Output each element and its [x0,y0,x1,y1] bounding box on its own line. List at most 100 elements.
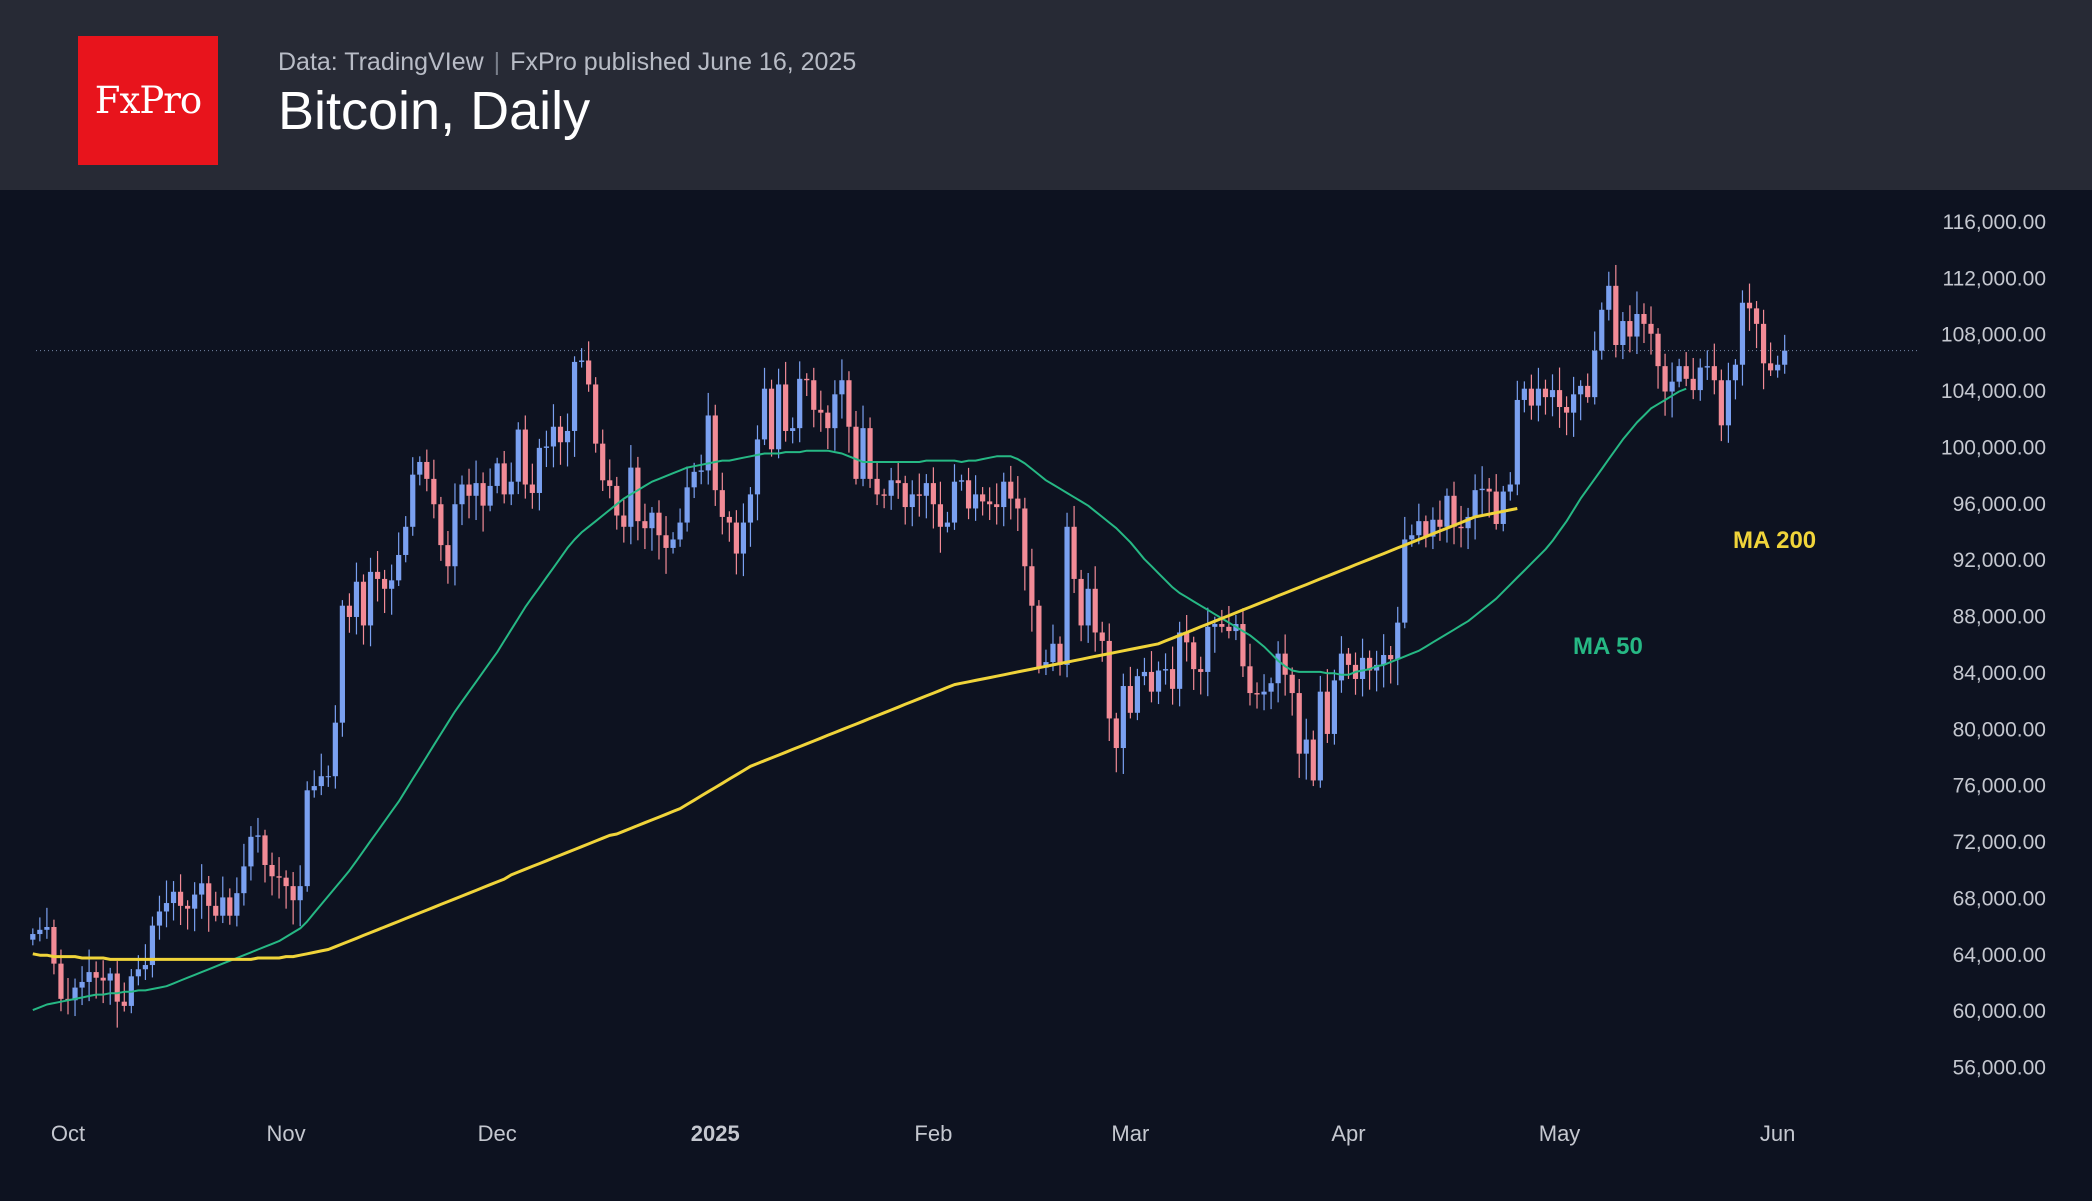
candle-body [487,485,493,506]
candle-body [691,471,697,488]
candle-body [1655,333,1661,367]
candle-body [804,378,810,381]
candle-body [1430,519,1436,537]
candle-body [1162,669,1169,671]
candle-body [536,447,542,493]
candle-body [1732,364,1739,381]
candle-body [916,494,922,496]
candle-body [578,360,585,362]
candle-body [1437,519,1443,527]
candle-body [1768,363,1774,371]
published-text: FxPro published June 16, 2025 [510,48,857,76]
candle-body [1198,669,1204,672]
candle-body [1739,302,1746,365]
candle-body [994,504,1000,508]
candle-body [410,474,416,527]
candle-body [1071,526,1077,579]
candle-body [1036,605,1042,668]
candle-body [1606,285,1612,310]
candle-body [987,501,993,505]
price-axis-label: 108,000.00 [1941,324,2046,347]
candle-body [1120,686,1126,749]
candle-body [494,463,500,486]
candle-body [543,446,550,448]
candle-body [192,894,198,909]
ma50-label: MA 50 [1573,633,1643,660]
candlestick-chart: 56,000.00 60,000.00 64,000.00 68,000.00 72,0… [30,211,2046,1146]
candle-body [1444,495,1450,527]
candle-body [501,463,507,495]
header-bar: FxPro Data: TradingVIew | FxPro published … [0,0,2092,190]
price-axis-label: 112,000.00 [1942,267,2046,290]
candle-body [790,428,796,431]
candle-body [431,478,437,505]
candle-body [1753,308,1760,324]
candle-body [698,470,704,472]
price-axis-label: 68,000.00 [1953,887,2046,910]
candle-body [1535,388,1542,406]
candle-body [1184,632,1190,643]
logo-text: FxPro [94,79,202,122]
candle-body [156,911,163,926]
candle-body [1127,686,1133,713]
candle-body [508,481,514,495]
candle-body [1057,643,1063,665]
candle-body [1155,670,1162,692]
candle-body [163,903,170,912]
candle-body [93,972,99,978]
candle-body [318,776,324,787]
candle-body [1169,669,1176,689]
candle-body [1775,364,1781,371]
fxpro-logo: FxPro [78,36,218,165]
candle-body [367,571,374,626]
candle-body [937,504,944,527]
candle-body [839,380,845,395]
candle-body [726,516,732,523]
candle-body [1500,491,1506,524]
candle-body [135,969,141,977]
candle-body [818,409,824,413]
candle-body [663,535,669,548]
candle-body [1191,642,1197,670]
candle-body [895,480,901,484]
candle-body [550,426,557,447]
candle-body [1374,664,1380,671]
candle-body [142,965,148,970]
candle-body [1416,521,1422,536]
price-axis-label: 104,000.00 [1941,380,2046,403]
candle-body [1704,366,1710,368]
candle-body [1015,498,1021,509]
candle-body [1261,691,1267,695]
candle-body [1078,578,1084,626]
candle-body [853,426,859,479]
ma200-line [32,507,1518,961]
candle-body [1592,350,1598,398]
candle-body [1092,588,1098,633]
candle-body [1514,399,1520,485]
candle-body [1317,691,1323,781]
candle-body [860,428,866,479]
candle-body [1177,632,1183,689]
candle-body [557,426,564,443]
candle-body [325,776,331,778]
candle-body [403,526,409,555]
price-axis-label: 116,000.00 [1942,211,2046,234]
price-axis-label: 72,000.00 [1953,831,2046,854]
candle-body [1001,481,1007,508]
candle-body [1493,491,1499,524]
candle-body [1381,655,1387,665]
price-axis-label: 92,000.00 [1953,549,2046,572]
candle-body [1711,366,1717,381]
ma50-line [32,387,1687,1012]
candle-body [600,443,606,481]
candle-body [121,1001,127,1006]
candle-body [269,864,275,877]
chart-area: 56,000.00 60,000.00 64,000.00 68,000.00 72,0… [0,190,2092,1196]
candle-body [1303,739,1309,754]
candle-body [396,554,402,581]
candle-body [72,987,78,1001]
candle-body [1022,508,1028,567]
candle-body [656,512,662,536]
ma200-label: MA 200 [1733,527,1816,554]
candle-body [754,439,761,495]
